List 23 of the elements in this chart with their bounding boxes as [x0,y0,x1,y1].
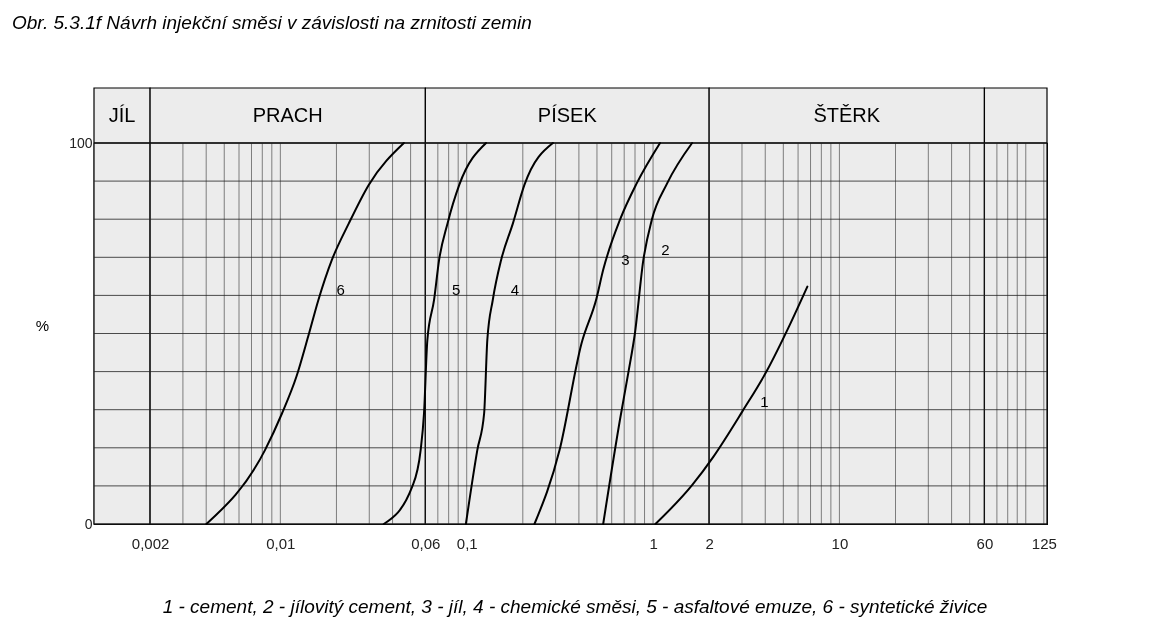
series-label: 4 [510,280,520,298]
y-tick-label: 100 [69,134,93,151]
text: 1 - cement, 2 - jílovitý cement, 3 - jíl, 4 - chemické směsi, 5 - asfaltové emuze, 6 - syntetické živice [161,596,989,618]
chart-title: Obr. 5.3.1f Návrh injekční směsi v závislosti na zrnitosti zemin [12,12,532,34]
y-tick-label: 0 [84,515,93,532]
band-label: PÍSEK [537,103,598,126]
band-label: PRACH [252,103,323,126]
x-tick-label: 0,06 [411,534,441,552]
x-tick-label: 125 [1031,534,1057,552]
series-label: 5 [452,280,461,298]
band-label: ŠTĚRK [813,103,881,126]
series-label: 1 [760,392,769,410]
x-tick-label: 0,1 [456,534,478,552]
x-tick-label: 0,01 [266,534,296,552]
x-tick-label: 2 [705,534,714,552]
series-label: 2 [661,240,670,258]
series-label: 6 [336,280,345,298]
x-tick-label: 60 [976,534,994,552]
band-label: JÍL [108,103,136,126]
x-tick-label: 1 [649,534,658,552]
x-tick-label: 0,002 [131,534,170,552]
x-tick-label: 10 [831,534,849,552]
y-axis-title: % [35,317,50,334]
